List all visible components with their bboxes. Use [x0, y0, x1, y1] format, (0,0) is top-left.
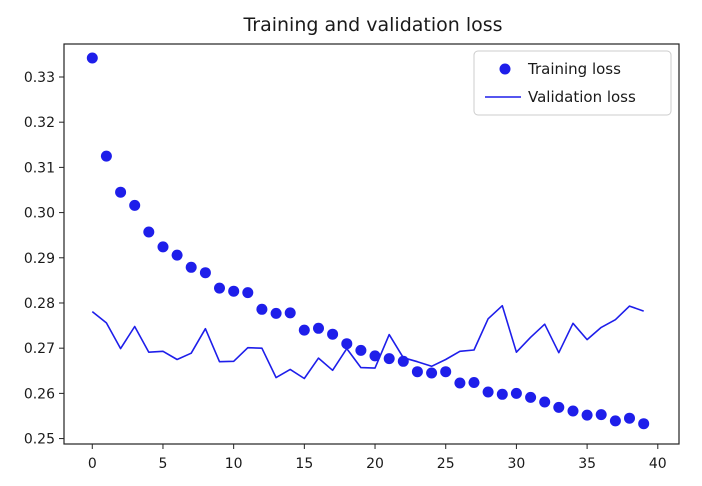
training-loss-point	[284, 307, 296, 319]
training-loss-point	[228, 285, 240, 297]
x-tick-label: 15	[295, 456, 313, 472]
training-loss-point	[214, 282, 225, 294]
training-loss-point	[383, 353, 395, 365]
training-loss-point	[468, 377, 480, 388]
training-loss-point	[638, 418, 650, 430]
x-tick-label: 10	[225, 456, 243, 472]
y-tick-label: 0.28	[24, 296, 55, 312]
training-loss-point	[397, 355, 409, 367]
y-tick-label: 0.25	[24, 432, 55, 448]
training-loss-point	[143, 226, 155, 238]
x-tick-label: 25	[437, 456, 455, 472]
x-tick-label: 20	[366, 456, 384, 472]
training-loss-point	[86, 52, 98, 64]
training-loss-point	[426, 367, 438, 379]
training-loss-point	[157, 241, 169, 253]
validation-series	[91, 304, 644, 380]
training-loss-point	[327, 328, 339, 340]
training-loss-point	[270, 307, 282, 319]
legend-marker-training	[499, 63, 511, 75]
x-tick-label: 35	[578, 456, 596, 472]
axis-ticks: 0 5 10 15 20 25 30 35 40 0.25 0.26 0.27 0.28 0.29 0.30…	[24, 70, 667, 472]
y-tick-label: 0.26	[24, 386, 55, 402]
training-loss-point	[171, 249, 183, 261]
training-loss-point	[199, 267, 211, 279]
training-loss-point	[298, 324, 310, 336]
training-loss-point	[242, 287, 254, 299]
training-loss-point	[482, 386, 494, 398]
training-loss-point	[510, 387, 522, 399]
training-loss-point	[525, 391, 537, 403]
validation-loss-line	[91, 304, 644, 380]
training-loss-point	[129, 199, 141, 211]
training-loss-point	[256, 303, 268, 315]
training-loss-point	[609, 415, 621, 427]
training-loss-point	[411, 366, 423, 378]
legend-label-training: Training loss	[527, 60, 621, 78]
training-loss-point	[355, 344, 367, 356]
training-loss-point	[496, 388, 508, 400]
training-loss-point	[553, 401, 565, 413]
x-tick-label: 0	[88, 456, 97, 472]
training-loss-point	[185, 261, 197, 273]
y-tick-label: 0.27	[24, 341, 55, 357]
training-loss-point	[624, 412, 635, 424]
y-tick-label: 0.29	[24, 251, 55, 267]
x-tick-label: 40	[649, 456, 667, 472]
y-tick-label: 0.32	[24, 115, 55, 131]
training-loss-point	[313, 322, 324, 334]
training-loss-point	[454, 377, 466, 389]
training-loss-point	[567, 405, 579, 417]
chart-title: Training and validation loss	[242, 14, 502, 36]
y-tick-label: 0.33	[24, 70, 55, 86]
training-loss-point	[539, 396, 551, 408]
training-loss-point	[115, 186, 127, 198]
x-tick-label: 30	[507, 456, 525, 472]
training-loss-point	[581, 409, 593, 421]
training-loss-point	[440, 366, 452, 378]
training-loss-point	[341, 338, 353, 350]
y-tick-label: 0.31	[24, 160, 55, 176]
y-tick-label: 0.30	[24, 206, 55, 222]
training-series	[86, 52, 650, 430]
plot-frame	[63, 43, 680, 445]
training-loss-point	[369, 350, 381, 362]
legend-box	[473, 50, 672, 116]
legend-label-validation: Validation loss	[528, 88, 636, 106]
x-tick-label: 5	[159, 456, 168, 472]
legend: Training loss Validation loss	[473, 50, 672, 116]
training-loss-point	[595, 409, 607, 421]
training-loss-point	[100, 150, 112, 162]
